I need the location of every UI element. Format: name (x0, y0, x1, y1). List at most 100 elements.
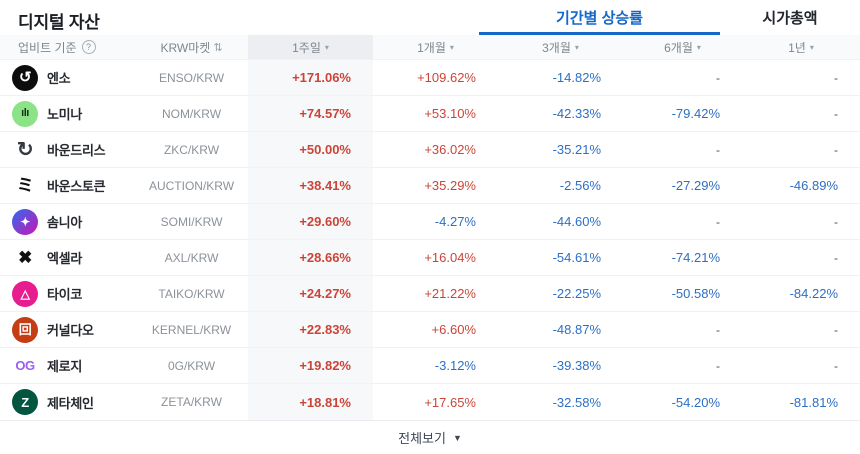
value-1y: - (834, 250, 838, 265)
asset-name: 타이코 (47, 287, 82, 302)
value-3m: -42.33% (552, 106, 601, 121)
value-6m: -54.20% (671, 394, 720, 410)
header-period-3m-label: 3개월 (542, 40, 571, 55)
value-1y: - (834, 70, 838, 85)
asset-pair: KERNEL/KRW (151, 322, 232, 337)
value-3m: -54.61% (552, 250, 601, 265)
header-period-3m[interactable]: 3개월 ▾ (498, 35, 623, 59)
chevron-down-icon: ▾ (449, 42, 454, 52)
value-1y: - (834, 322, 838, 337)
value-1w: +19.82% (248, 348, 373, 383)
value-6m: - (716, 358, 720, 373)
value-1w: +28.66% (248, 240, 373, 275)
nomina-coin-icon: ılı (12, 100, 38, 127)
table-row-zkc[interactable]: ↻ 바운드리스 ZKC/KRW +50.00% +36.02% -35.21% - - (0, 132, 860, 168)
asset-cell: ılı 노미나 (0, 96, 135, 131)
header-period-1m-label: 1개월 (417, 40, 446, 55)
bounce-token-coin-icon: ミ (16, 176, 34, 195)
value-1y: -46.89% (789, 178, 838, 193)
chevron-down-icon: ▾ (696, 42, 701, 52)
header-period-1y-label: 1년 (788, 40, 806, 55)
value-6m: - (716, 142, 720, 157)
value-1m: +6.60% (431, 322, 476, 337)
tab-market-cap[interactable]: 시가총액 (720, 2, 860, 35)
view-all-label: 전체보기 (398, 431, 446, 446)
asset-pair: ZKC/KRW (163, 142, 220, 157)
value-3m: -2.56% (559, 178, 601, 193)
value-1m: -4.27% (434, 214, 476, 229)
taiko-coin-icon: △ (12, 280, 38, 307)
asset-name: 노미나 (47, 107, 82, 122)
header-period-1w[interactable]: 1주일 ▾ (248, 35, 373, 59)
tab-period-change[interactable]: 기간별 상승률 (479, 2, 720, 35)
value-1m: +16.04% (424, 250, 476, 265)
asset-cell: OG 제로지 (0, 348, 135, 383)
asset-pair: NOM/KRW (161, 106, 222, 121)
value-1y: - (834, 142, 838, 157)
value-1y: - (834, 214, 838, 229)
header-krw-market-label: KRW마켓 (160, 40, 211, 55)
asset-name: 제타체인 (47, 395, 94, 411)
asset-cell: ✖ 엑셀라 (0, 240, 135, 275)
header-krw-market[interactable]: KRW마켓 ⇅ (135, 35, 248, 59)
value-1w: +29.60% (248, 204, 373, 239)
value-1w: +74.57% (248, 96, 373, 131)
table-row-0g[interactable]: OG 제로지 0G/KRW +19.82% -3.12% -39.38% - - (0, 348, 860, 384)
table-footer: 전체보기 ▼ (0, 420, 860, 454)
value-1m: +109.62% (417, 70, 476, 85)
page-title: 디지털 자산 (18, 13, 100, 32)
zerog-coin-icon: OG (15, 358, 35, 373)
view-all-button[interactable]: 전체보기 ▼ (398, 428, 462, 447)
value-6m: - (716, 322, 720, 337)
value-6m: -27.29% (671, 178, 720, 193)
value-3m: -48.87% (552, 322, 601, 337)
value-6m: -50.58% (671, 286, 720, 301)
value-3m: -35.21% (552, 142, 601, 157)
asset-name: 엑셀라 (47, 251, 82, 266)
asset-cell: Z 제타체인 (0, 384, 135, 420)
value-6m: -79.42% (671, 106, 720, 121)
value-1w: +24.27% (248, 276, 373, 311)
table-row-enso[interactable]: ↺ 엔소 ENSO/KRW +171.06% +109.62% -14.82% - - (0, 60, 860, 96)
asset-cell: ↻ 바운드리스 (0, 132, 135, 167)
asset-pair: ZETA/KRW (161, 395, 222, 409)
asset-pair: TAIKO/KRW (158, 286, 225, 301)
value-1y: -84.22% (789, 286, 838, 301)
value-3m: -14.82% (552, 70, 601, 85)
asset-name: 바운드리스 (47, 143, 106, 158)
asset-pair: SOMI/KRW (160, 214, 223, 229)
asset-cell: ミ 바운스토큰 (0, 168, 135, 203)
asset-pair: 0G/KRW (167, 358, 216, 373)
chevron-down-icon: ▼ (452, 432, 462, 443)
asset-name: 솜니아 (47, 215, 82, 230)
table-row-somi[interactable]: ✦ 솜니아 SOMI/KRW +29.60% -4.27% -44.60% - - (0, 204, 860, 240)
value-1y: -81.81% (789, 394, 838, 410)
tab-period-change-label: 기간별 상승률 (556, 9, 643, 27)
sort-icon: ⇅ (213, 41, 223, 54)
value-3m: -39.38% (552, 358, 601, 373)
header-upbit-basis-label: 업비트 기준 (18, 40, 77, 55)
asset-table-body: ↺ 엔소 ENSO/KRW +171.06% +109.62% -14.82% - - ılı 노… (0, 60, 860, 420)
header-period-1y[interactable]: 1년 ▾ (742, 35, 860, 59)
value-1m: +53.10% (424, 106, 476, 121)
table-row-zeta[interactable]: Z 제타체인 ZETA/KRW +18.81% +17.65% -32.58% -54.20… (0, 384, 860, 420)
value-1w: +38.41% (248, 168, 373, 203)
table-row-nom[interactable]: ılı 노미나 NOM/KRW +74.57% +53.10% -42.33% -79.42… (0, 96, 860, 132)
header-period-1m[interactable]: 1개월 ▾ (373, 35, 498, 59)
help-icon[interactable]: ? (81, 40, 96, 54)
header-period-6m[interactable]: 6개월 ▾ (623, 35, 742, 59)
table-row-axl[interactable]: ✖ 엑셀라 AXL/KRW +28.66% +16.04% -54.61% -74.21% - (0, 240, 860, 276)
table-row-taiko[interactable]: △ 타이코 TAIKO/KRW +24.27% +21.22% -22.25% -50.58… (0, 276, 860, 312)
value-1y: - (834, 106, 838, 121)
value-6m: - (716, 214, 720, 229)
value-1m: +35.29% (424, 178, 476, 193)
top-bar: 디지털 자산 기간별 상승률 시가총액 (0, 0, 860, 35)
table-header: 업비트 기준 ? KRW마켓 ⇅ 1주일 ▾ 1개월 ▾ 3개월 ▾ 6개월 ▾… (0, 35, 860, 60)
value-1w: +50.00% (248, 132, 373, 167)
value-1w: +22.83% (248, 312, 373, 347)
asset-pair: AXL/KRW (164, 250, 219, 265)
value-3m: -44.60% (552, 214, 601, 229)
table-row-kernel[interactable]: 回 커널다오 KERNEL/KRW +22.83% +6.60% -48.87% - - (0, 312, 860, 348)
asset-name: 제로지 (47, 359, 82, 374)
table-row-auction[interactable]: ミ 바운스토큰 AUCTION/KRW +38.41% +35.29% -2.56% -27… (0, 168, 860, 204)
